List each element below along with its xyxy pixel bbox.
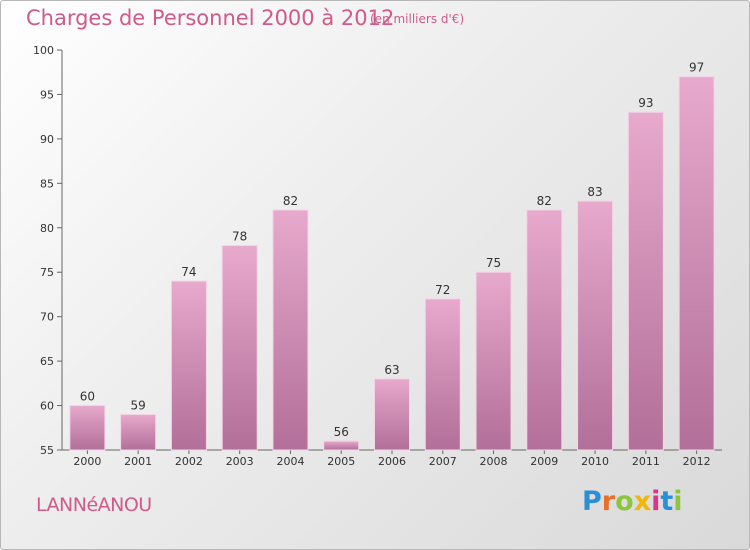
data-label: 83 — [587, 185, 602, 199]
y-tick-label: 60 — [40, 400, 54, 413]
y-tick-label: 75 — [40, 266, 54, 279]
y-tick-label: 95 — [40, 88, 54, 101]
x-tick-label: 2005 — [327, 455, 355, 468]
data-label: 78 — [232, 230, 247, 244]
data-label: 82 — [283, 194, 298, 208]
data-label: 74 — [181, 265, 196, 279]
bar-2005 — [323, 440, 360, 451]
x-tick-label: 2009 — [530, 455, 558, 468]
y-tick-label: 85 — [40, 177, 54, 190]
x-tick-label: 2004 — [276, 455, 304, 468]
data-label: 93 — [638, 96, 653, 110]
x-tick-label: 2002 — [175, 455, 203, 468]
data-label: 75 — [486, 256, 501, 270]
logo-letter: t — [660, 486, 674, 517]
data-label: 60 — [80, 390, 95, 404]
bar-2007 — [424, 298, 461, 451]
y-tick-label: 55 — [40, 444, 54, 457]
x-tick-label: 2003 — [226, 455, 254, 468]
bar-2003 — [221, 245, 258, 451]
y-tick-label: 70 — [40, 311, 54, 324]
data-label: 72 — [435, 283, 450, 297]
x-tick-label: 2012 — [683, 455, 711, 468]
logo-letter: r — [601, 486, 616, 517]
x-tick-label: 2011 — [632, 455, 660, 468]
logo-letter: i — [651, 486, 661, 517]
logo-letter: x — [633, 486, 652, 517]
x-tick-label: 2008 — [480, 455, 508, 468]
logo-letter: o — [615, 486, 634, 517]
data-label: 63 — [384, 363, 399, 377]
bar-2000 — [69, 405, 106, 451]
bar-2002 — [170, 280, 207, 451]
data-label: 56 — [334, 425, 349, 439]
commune-name: LANNéANOU — [36, 494, 152, 516]
x-tick-label: 2007 — [429, 455, 457, 468]
bar-2009 — [526, 209, 563, 451]
chart-title: Charges de Personnel 2000 à 2012 — [26, 6, 395, 30]
x-tick-label: 2000 — [73, 455, 101, 468]
bar-2008 — [475, 271, 512, 451]
data-label: 59 — [131, 398, 146, 412]
bar-2004 — [272, 209, 309, 451]
bar-2012 — [678, 76, 715, 451]
data-label: 97 — [689, 61, 704, 75]
bar-2006 — [374, 378, 410, 451]
y-tick-label: 100 — [33, 44, 54, 57]
y-tick-label: 90 — [40, 133, 54, 146]
x-tick-label: 2010 — [581, 455, 609, 468]
bar-2001 — [120, 413, 157, 451]
logo-letter: i — [673, 486, 683, 517]
logo-letter: P — [582, 486, 602, 517]
proxiti-logo: Proxiti — [582, 486, 683, 517]
y-tick-label: 80 — [40, 222, 54, 235]
x-tick-label: 2006 — [378, 455, 406, 468]
bar-2011 — [627, 111, 664, 451]
x-tick-label: 2001 — [124, 455, 152, 468]
chart-subtitle: (en milliers d'€) — [370, 12, 465, 26]
data-label: 82 — [537, 194, 552, 208]
y-tick-label: 65 — [40, 355, 54, 368]
bar-2010 — [577, 200, 614, 451]
